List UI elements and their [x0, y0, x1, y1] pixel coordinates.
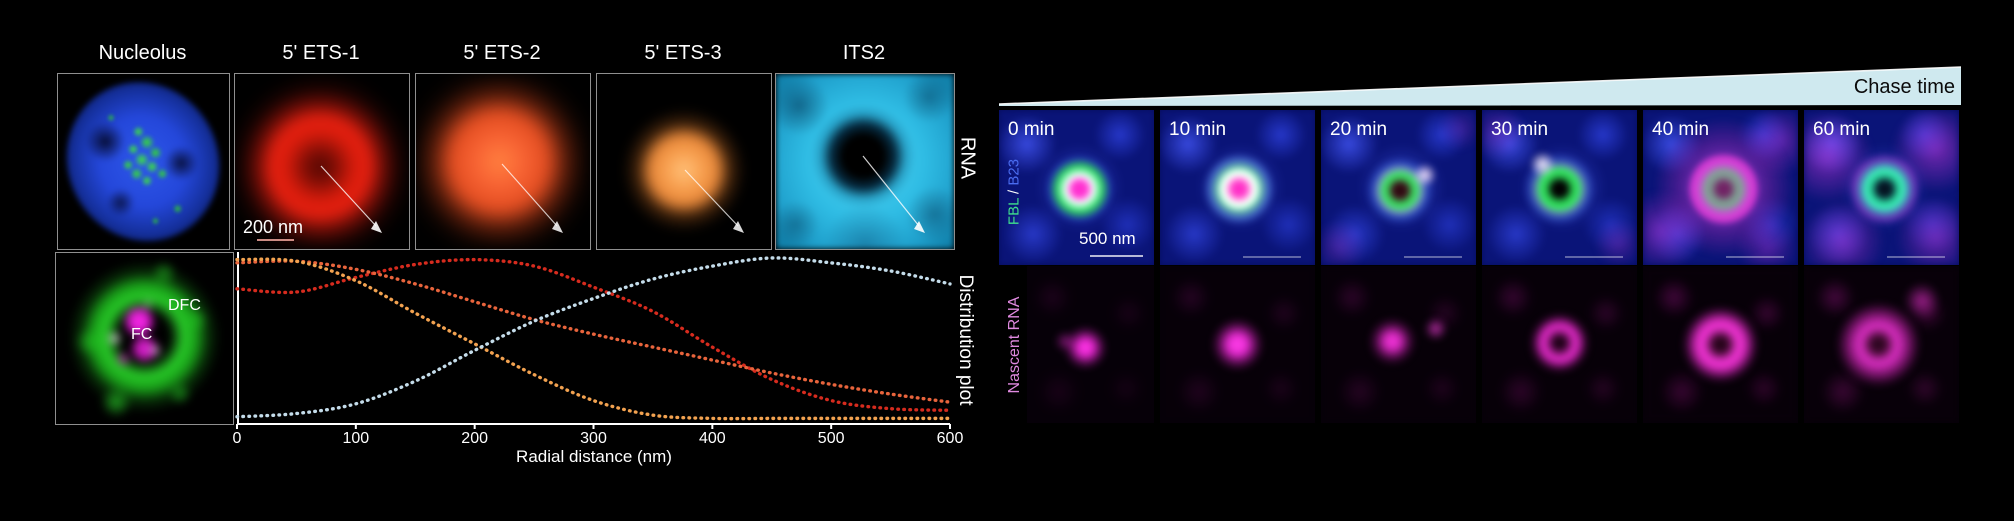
y-axis-label-distribution-plot: Distribution plot — [955, 274, 976, 406]
nascent-rna-ring — [1804, 266, 1959, 423]
chase-top-panel: 10 min — [1160, 110, 1315, 265]
5ets1-red-ring — [235, 74, 409, 249]
dfc-label: DFC — [168, 297, 201, 314]
curve-ITS2 — [235, 256, 952, 419]
chase-bottom-panel — [1321, 266, 1476, 423]
panel-title-5ets2: 5' ETS-2 — [463, 42, 541, 64]
fc-dfc-image-panel — [55, 252, 234, 425]
chase-time-wedge — [999, 66, 1961, 106]
x-tick-label: 300 — [580, 430, 607, 447]
x-tick-label: 0 — [232, 430, 242, 447]
arrow-icon — [862, 155, 925, 233]
chase-bottom-panel — [1643, 266, 1798, 423]
x-tick-label: 400 — [698, 430, 726, 447]
fc-label: FC — [131, 326, 153, 343]
chase-top-panel: 60 min — [1804, 110, 1959, 265]
5ets2-image-panel — [415, 73, 591, 250]
nascent-rna-blob — [1027, 266, 1154, 423]
chase-top-panel: 40 min — [1643, 110, 1798, 265]
curve-5' ETS-2 — [235, 259, 952, 404]
panel-title-5ets3: 5' ETS-3 — [644, 42, 722, 64]
fbl-ring — [999, 110, 1154, 265]
time-label: 0 min — [1008, 119, 1055, 140]
chase-bottom-panel — [1160, 266, 1315, 423]
5ets3-image-panel — [596, 73, 772, 250]
chase-bottom-panel — [1482, 266, 1637, 423]
time-label: 40 min — [1652, 119, 1710, 140]
arrow-icon — [320, 165, 382, 233]
chase-top-panel: 0 min 500 nm — [999, 110, 1154, 265]
time-label: 10 min — [1169, 119, 1227, 140]
its2-image-panel — [775, 73, 955, 250]
chase-column-0min: 0 min 500 nm — [999, 110, 1154, 423]
fbl-ring — [1804, 110, 1959, 265]
chase-top-panel: 20 min — [1321, 110, 1476, 265]
chase-column-30min: 30 min — [1482, 110, 1637, 423]
chase-bottom-panel — [1804, 266, 1959, 423]
its2-cyan-ring — [776, 74, 954, 249]
scale-bar-500nm-label: 500 nm — [1079, 229, 1136, 248]
chase-bottom-panel — [1027, 266, 1154, 423]
dfc-green-ring-fc-magenta-core — [56, 253, 233, 424]
nascent-rna-blob — [1160, 266, 1315, 423]
5ets1-image-panel — [234, 73, 410, 250]
x-axis-label: Radial distance (nm) — [516, 447, 672, 466]
arrow-icon — [684, 169, 744, 233]
arrow-icon — [501, 163, 563, 233]
nascent-rna-ring — [1643, 266, 1798, 423]
time-label: 30 min — [1491, 119, 1549, 140]
panel-title-nucleolus: Nucleolus — [98, 42, 187, 64]
panel-title-5ets1: 5' ETS-1 — [282, 42, 360, 64]
fbl-label: FBL — [1005, 198, 1023, 226]
fbl-ring — [1482, 110, 1637, 265]
b23-label: B23 — [1005, 158, 1023, 186]
fbl-ring — [1160, 110, 1315, 265]
chase-column-40min: 40 min — [1643, 110, 1798, 423]
scale-bar-200nm — [257, 239, 294, 241]
chase-column-10min: 10 min — [1160, 110, 1315, 423]
distribution-plot — [235, 252, 952, 429]
x-tick-label: 100 — [342, 430, 370, 447]
chase-time-label: Chase time — [1853, 76, 1955, 98]
nascent-rna-blob — [1321, 266, 1476, 423]
5ets3-orange-blob — [597, 74, 771, 249]
curve-5' ETS-1 — [235, 257, 952, 412]
nucleolus-image-panel — [57, 73, 230, 250]
nascent-rna-ring — [1482, 266, 1637, 423]
panel-title-its2: ITS2 — [842, 42, 886, 64]
curve-5' ETS-3 — [235, 257, 952, 421]
slash-separator: / — [1005, 185, 1023, 199]
chase-column-60min: 60 min — [1804, 110, 1959, 423]
time-label: 60 min — [1813, 119, 1871, 140]
time-label: 20 min — [1330, 119, 1388, 140]
nucleolus-green-foci — [58, 74, 229, 249]
fbl-b23-channel-label: FBL / B23 — [1006, 159, 1023, 225]
chase-top-panel: 30 min — [1482, 110, 1637, 265]
fbl-ring — [1321, 110, 1476, 265]
nascent-rna-row-label: Nascent RNA — [1006, 296, 1023, 394]
row-label-rna: RNA — [956, 136, 979, 180]
fbl-ring — [1643, 110, 1798, 265]
5ets2-orange-blob — [416, 74, 590, 249]
chase-column-20min: 20 min — [1321, 110, 1476, 423]
x-tick-label: 600 — [936, 430, 964, 447]
x-tick-label: 200 — [461, 430, 489, 447]
scale-bar-200nm-label: 200 nm — [243, 217, 304, 237]
x-tick-label: 500 — [817, 430, 845, 447]
